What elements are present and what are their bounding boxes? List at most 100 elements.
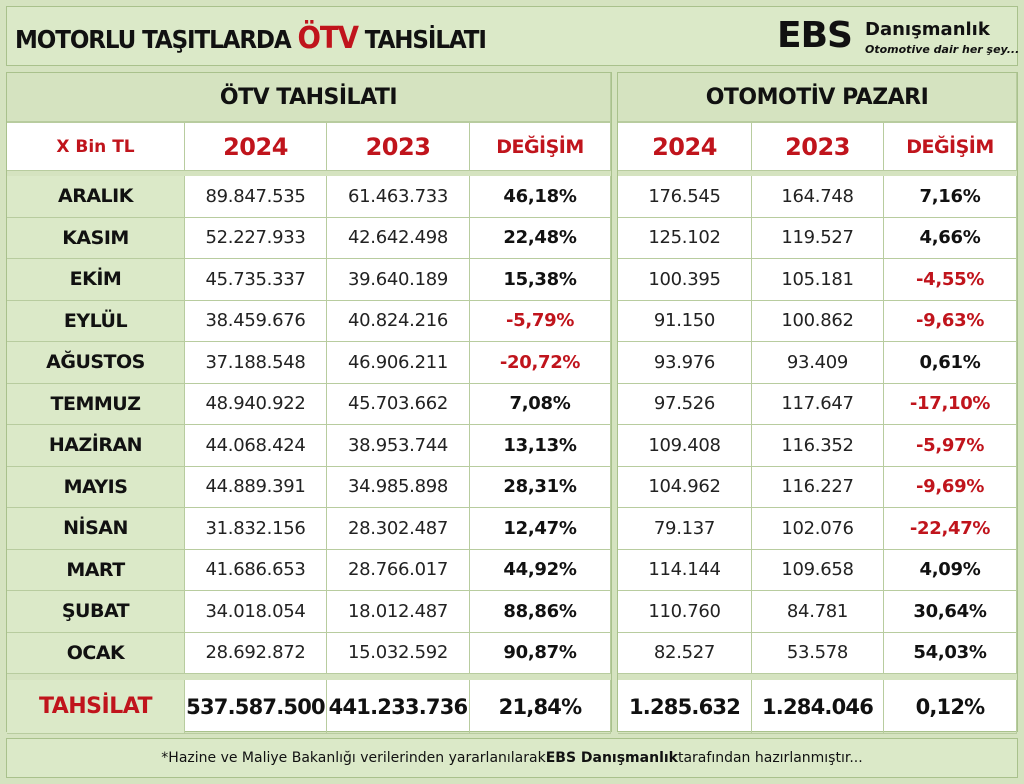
market-change-column-header: DEĞİŞİM bbox=[884, 123, 1017, 171]
month-label: MAYIS bbox=[7, 466, 185, 508]
market-2024-value: 104.962 bbox=[618, 466, 752, 508]
month-label: NİSAN bbox=[7, 508, 185, 550]
otv-2023-value: 28.302.487 bbox=[327, 508, 470, 550]
otv-2023-value: 15.032.592 bbox=[327, 632, 470, 674]
otv-2023-column-header: 2023 bbox=[327, 123, 470, 171]
market-change-value: 4,09% bbox=[884, 549, 1017, 591]
otv-2024-value: 41.686.653 bbox=[185, 549, 327, 591]
market-2023-value: 109.658 bbox=[752, 549, 884, 591]
otv-change-value: 7,08% bbox=[470, 383, 611, 425]
otv-2023-value: 34.985.898 bbox=[327, 466, 470, 508]
market-2023-value: 116.227 bbox=[752, 466, 884, 508]
market-2023-value: 105.181 bbox=[752, 259, 884, 301]
market-change-value: -9,63% bbox=[884, 300, 1017, 342]
logo-tagline: Otomotive dair her şey... bbox=[865, 43, 1020, 56]
otv-2024-value: 44.889.391 bbox=[185, 466, 327, 508]
otv-change-value: 12,47% bbox=[470, 508, 611, 550]
otv-section-header: ÖTV TAHSİLATI bbox=[7, 73, 611, 123]
market-change-total: 0,12% bbox=[884, 680, 1017, 734]
otv-2024-value: 44.068.424 bbox=[185, 425, 327, 467]
market-change-value: 7,16% bbox=[884, 176, 1017, 218]
otv-2024-value: 37.188.548 bbox=[185, 342, 327, 384]
otv-2023-value: 38.953.744 bbox=[327, 425, 470, 467]
market-2024-value: 125.102 bbox=[618, 217, 752, 259]
otv-change-value: 46,18% bbox=[470, 176, 611, 218]
otv-2023-value: 42.642.498 bbox=[327, 217, 470, 259]
market-2023-column-header: 2023 bbox=[752, 123, 884, 171]
market-2024-value: 97.526 bbox=[618, 383, 752, 425]
month-label: EYLÜL bbox=[7, 300, 185, 342]
row-separator bbox=[618, 674, 1017, 680]
month-label: OCAK bbox=[7, 632, 185, 674]
otv-change-value: 88,86% bbox=[470, 591, 611, 633]
otv-2024-value: 31.832.156 bbox=[185, 508, 327, 550]
ebs-logo: EBS Danışmanlık Otomotive dair her şey..… bbox=[777, 13, 1019, 63]
otv-change-total: 21,84% bbox=[470, 680, 611, 734]
footnote-brand: EBS Danışmanlık bbox=[545, 750, 678, 766]
otv-change-value: -5,79% bbox=[470, 300, 611, 342]
market-2024-value: 93.976 bbox=[618, 342, 752, 384]
market-change-value: 54,03% bbox=[884, 632, 1017, 674]
otv-change-value: 28,31% bbox=[470, 466, 611, 508]
market-2024-value: 100.395 bbox=[618, 259, 752, 301]
market-change-value: -4,55% bbox=[884, 259, 1017, 301]
otv-2024-value: 52.227.933 bbox=[185, 217, 327, 259]
otv-2023-value: 61.463.733 bbox=[327, 176, 470, 218]
footnote-text: *Hazine ve Maliye Bakanlığı verilerinden… bbox=[161, 750, 546, 766]
otv-change-value: -20,72% bbox=[470, 342, 611, 384]
otv-2023-value: 18.012.487 bbox=[327, 591, 470, 633]
market-2024-value: 109.408 bbox=[618, 425, 752, 467]
row-separator bbox=[7, 171, 611, 176]
otv-2023-total: 441.233.736 bbox=[327, 680, 470, 734]
otv-2023-value: 40.824.216 bbox=[327, 300, 470, 342]
otv-change-value: 15,38% bbox=[470, 259, 611, 301]
otv-change-value: 13,13% bbox=[470, 425, 611, 467]
market-2024-value: 110.760 bbox=[618, 591, 752, 633]
month-label: HAZİRAN bbox=[7, 425, 185, 467]
otv-2024-column-header: 2024 bbox=[185, 123, 327, 171]
market-change-value: 4,66% bbox=[884, 217, 1017, 259]
otv-2024-total: 537.587.500 bbox=[185, 680, 327, 734]
logo-mark: EBS bbox=[777, 15, 853, 56]
market-2023-value: 164.748 bbox=[752, 176, 884, 218]
market-section-header: OTOMOTİV PAZARI bbox=[618, 73, 1017, 123]
logo-name: Danışmanlık bbox=[865, 19, 990, 40]
market-2024-column-header: 2024 bbox=[618, 123, 752, 171]
market-change-value: -17,10% bbox=[884, 383, 1017, 425]
market-2024-value: 82.527 bbox=[618, 632, 752, 674]
total-label: TAHSİLAT bbox=[7, 680, 185, 734]
otv-2023-value: 39.640.189 bbox=[327, 259, 470, 301]
title-prefix: MOTORLU TAŞITLARDA bbox=[15, 25, 298, 54]
month-label: AĞUSTOS bbox=[7, 342, 185, 384]
market-change-value: -22,47% bbox=[884, 508, 1017, 550]
otv-change-value: 22,48% bbox=[470, 217, 611, 259]
market-2023-value: 100.862 bbox=[752, 300, 884, 342]
otv-2024-value: 45.735.337 bbox=[185, 259, 327, 301]
title-suffix: TAHSİLATI bbox=[357, 25, 487, 54]
source-footnote: *Hazine ve Maliye Bakanlığı verilerinden… bbox=[6, 738, 1018, 778]
market-2023-value: 117.647 bbox=[752, 383, 884, 425]
otv-collection-table: ÖTV TAHSİLATI X Bin TL 2024 2023 DEĞİŞİM ARAL… bbox=[6, 72, 612, 734]
otv-2024-value: 48.940.922 bbox=[185, 383, 327, 425]
market-2023-value: 119.527 bbox=[752, 217, 884, 259]
month-label: MART bbox=[7, 549, 185, 591]
market-2024-total: 1.285.632 bbox=[618, 680, 752, 734]
market-2024-value: 114.144 bbox=[618, 549, 752, 591]
row-separator bbox=[618, 171, 1017, 176]
otv-2023-value: 45.703.662 bbox=[327, 383, 470, 425]
market-2023-value: 53.578 bbox=[752, 632, 884, 674]
footnote-text-end: tarafından hazırlanmıştır... bbox=[677, 750, 863, 766]
otv-2024-value: 34.018.054 bbox=[185, 591, 327, 633]
market-2023-value: 102.076 bbox=[752, 508, 884, 550]
market-2023-value: 116.352 bbox=[752, 425, 884, 467]
unit-column-header: X Bin TL bbox=[7, 123, 185, 171]
market-2024-value: 91.150 bbox=[618, 300, 752, 342]
otv-2024-value: 38.459.676 bbox=[185, 300, 327, 342]
month-label: TEMMUZ bbox=[7, 383, 185, 425]
month-label: ARALIK bbox=[7, 176, 185, 218]
title-bar: MOTORLU TAŞITLARDA ÖTV TAHSİLATI EBS Dan… bbox=[6, 6, 1019, 66]
otv-2023-value: 28.766.017 bbox=[327, 549, 470, 591]
otv-2023-value: 46.906.211 bbox=[327, 342, 470, 384]
market-2024-value: 79.137 bbox=[618, 508, 752, 550]
